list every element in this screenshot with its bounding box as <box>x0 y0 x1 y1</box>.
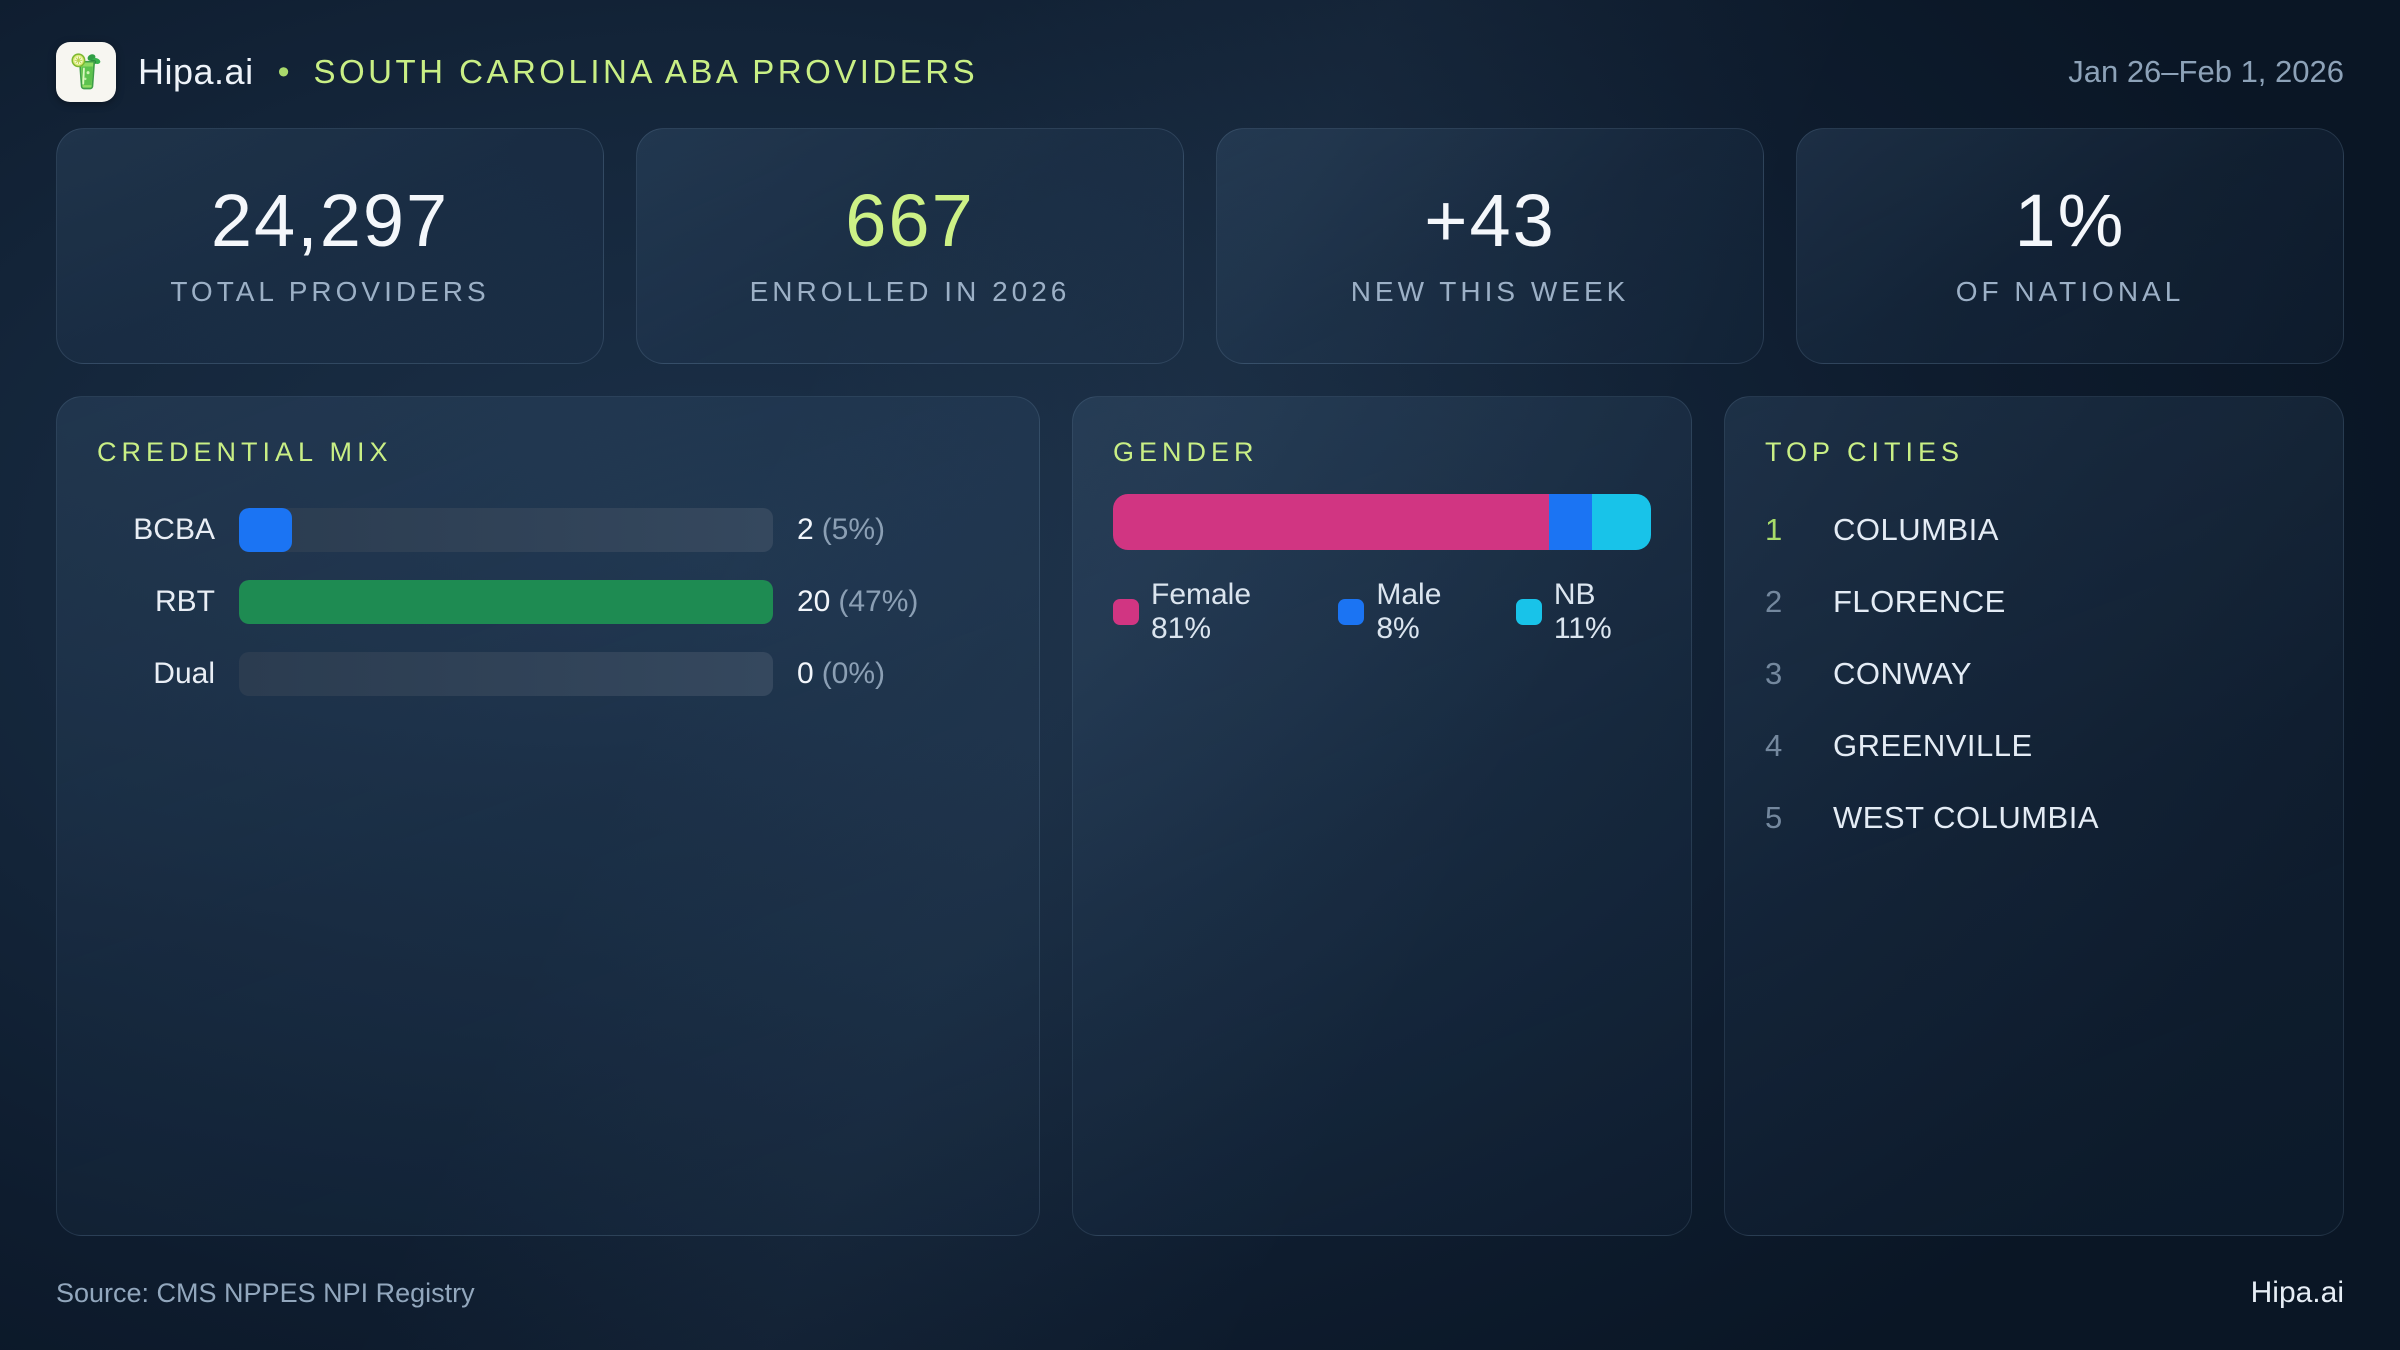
legend-label: Male 8% <box>1376 578 1442 645</box>
footer: Source: CMS NPPES NPI Registry Hipa.ai <box>56 1236 2344 1350</box>
credential-bar-track <box>239 652 773 696</box>
legend-label: Female 81% <box>1151 578 1252 645</box>
credential-label: RBT <box>155 585 215 618</box>
data-source-text: Source: CMS NPPES NPI Registry <box>56 1277 475 1308</box>
credential-bar-track <box>239 580 773 624</box>
credential-row-bcba: BCBA 2 (5%) <box>97 494 999 566</box>
city-name: GREENVILLE <box>1833 728 2033 763</box>
panel-top-cities: TOP CITIES 1 COLUMBIA 2 FLORENCE 3 CONWA… <box>1724 396 2344 1236</box>
city-rank: 4 <box>1765 728 1783 763</box>
credential-percent: (5%) <box>821 513 886 546</box>
credential-percent: (0%) <box>821 657 886 690</box>
panel-gender: GENDER Female 81% Male 8% NB 11% <box>1072 396 1692 1236</box>
city-rank: 1 <box>1765 512 1783 547</box>
stat-value: 667 <box>845 179 975 262</box>
city-name: WEST COLUMBIA <box>1833 800 2100 835</box>
city-name: FLORENCE <box>1833 584 2006 619</box>
credential-value: 2 (5%) <box>797 513 885 547</box>
mojito-drink-icon <box>71 53 101 90</box>
credential-row-dual: Dual 0 (0%) <box>97 638 999 710</box>
city-row: 4 GREENVILLE <box>1765 710 2303 782</box>
stat-card-enrolled: 667 ENROLLED IN 2026 <box>636 128 1184 364</box>
stat-value: +43 <box>1424 179 1556 262</box>
gender-legend: Female 81% Male 8% NB 11% <box>1113 578 1651 646</box>
stat-label: ENROLLED IN 2026 <box>749 276 1071 307</box>
footer-brand: Hipa.ai <box>2250 1276 2344 1309</box>
city-row: 2 FLORENCE <box>1765 566 2303 638</box>
title-separator-dot: • <box>277 52 290 91</box>
stat-label: OF NATIONAL <box>1955 276 2185 307</box>
gender-stacked-bar <box>1113 494 1651 550</box>
city-rank: 5 <box>1765 800 1783 835</box>
legend-item-female: Female 81% <box>1113 578 1304 646</box>
page-title: SOUTH CAROLINA ABA PROVIDERS <box>313 53 979 90</box>
city-row: 1 COLUMBIA <box>1765 494 2303 566</box>
credential-label: Dual <box>153 657 215 690</box>
legend-swatch-male <box>1338 599 1365 625</box>
section-title-credential-mix: CREDENTIAL MIX <box>97 437 393 467</box>
credential-count: 0 <box>797 657 814 690</box>
city-name: COLUMBIA <box>1833 512 1999 547</box>
credential-count: 20 <box>797 585 831 618</box>
stat-label: TOTAL PROVIDERS <box>170 276 490 307</box>
stat-card-new-this-week: +43 NEW THIS WEEK <box>1216 128 1764 364</box>
legend-label: NB 11% <box>1553 578 1612 645</box>
city-name: CONWAY <box>1833 656 1973 691</box>
section-title-gender: GENDER <box>1113 437 1259 467</box>
credential-value: 20 (47%) <box>797 585 918 619</box>
credential-row-rbt: RBT 20 (47%) <box>97 566 999 638</box>
gender-segment-female <box>1113 494 1549 550</box>
stat-value: 24,297 <box>210 179 450 262</box>
credential-bar-track <box>239 508 773 552</box>
legend-swatch-nb <box>1515 599 1542 625</box>
credential-label: BCBA <box>133 513 215 546</box>
gender-segment-male <box>1548 494 1592 550</box>
stat-cards-row: 24,297 TOTAL PROVIDERS 667 ENROLLED IN 2… <box>56 128 2344 364</box>
gender-segment-nb <box>1591 494 1651 550</box>
city-rank: 2 <box>1765 584 1783 619</box>
stat-card-of-national: 1% OF NATIONAL <box>1796 128 2344 364</box>
credential-bar-fill <box>239 508 293 552</box>
panel-credential-mix: CREDENTIAL MIX BCBA 2 (5%) RBT 20 (47%) Du… <box>56 396 1040 1236</box>
hipa-logo <box>56 42 116 102</box>
stat-card-total-providers: 24,297 TOTAL PROVIDERS <box>56 128 604 364</box>
credential-bar-fill <box>239 580 773 624</box>
credential-value: 0 (0%) <box>797 657 885 691</box>
legend-item-nb: NB 11% <box>1515 578 1651 646</box>
brand-name: Hipa.ai <box>138 51 254 92</box>
city-row: 5 WEST COLUMBIA <box>1765 782 2303 854</box>
city-row: 3 CONWAY <box>1765 638 2303 710</box>
panels-row: CREDENTIAL MIX BCBA 2 (5%) RBT 20 (47%) Du… <box>56 396 2344 1236</box>
stat-label: NEW THIS WEEK <box>1350 276 1630 307</box>
legend-swatch-female <box>1113 599 1139 625</box>
city-rank: 3 <box>1765 656 1783 691</box>
stat-value: 1% <box>2014 179 2126 262</box>
credential-percent: (47%) <box>838 585 919 618</box>
header: Hipa.ai • SOUTH CAROLINA ABA PROVIDERS J… <box>56 40 2344 104</box>
credential-count: 2 <box>797 513 814 546</box>
section-title-top-cities: TOP CITIES <box>1765 437 1965 467</box>
date-range: Jan 26–Feb 1, 2026 <box>2068 54 2344 89</box>
legend-item-male: Male 8% <box>1338 578 1481 646</box>
